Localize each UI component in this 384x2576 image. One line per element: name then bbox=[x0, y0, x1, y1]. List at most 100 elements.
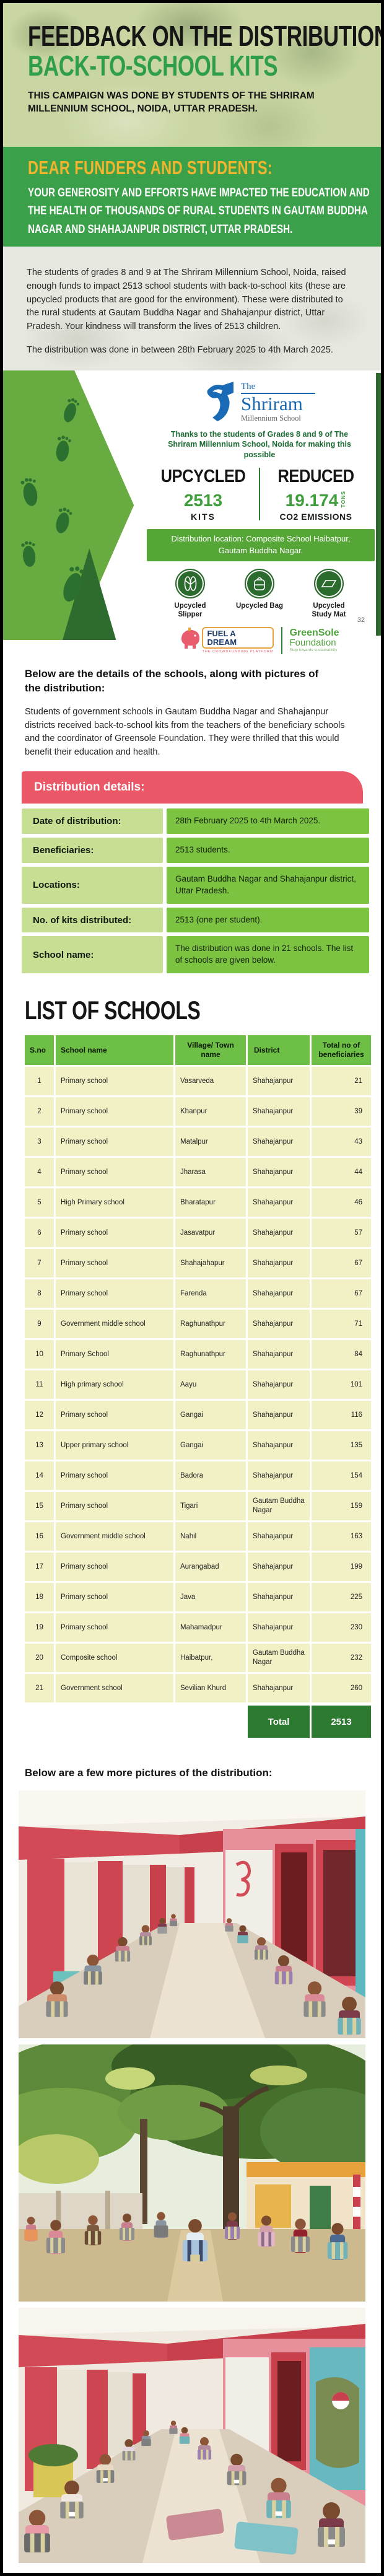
page-title: FEEDBACK ON THE DISTRIBUTION OF BACK-TO-… bbox=[28, 21, 381, 81]
details-paragraph: Students of government schools in Gautam… bbox=[25, 706, 345, 758]
cell-district: Shahajanpur bbox=[248, 1401, 310, 1430]
hero-section: FEEDBACK ON THE DISTRIBUTION OF BACK-TO-… bbox=[3, 3, 381, 147]
kit-study-mat: Upcycled Study Mat bbox=[302, 568, 356, 620]
cell-village: Sevilian Khurd bbox=[175, 1674, 246, 1703]
cell-beneficiaries: 159 bbox=[312, 1492, 371, 1521]
banner-heading: DEAR FUNDERS AND STUDENTS: bbox=[28, 157, 273, 178]
table-row: 18 Primary school Java Shahajanpur 225 bbox=[25, 1583, 371, 1612]
table-row: 20 Composite school Haibatpur, Gautam Bu… bbox=[25, 1644, 371, 1673]
hero-subtitle: THIS CAMPAIGN WAS DONE BY STUDENTS OF TH… bbox=[28, 90, 315, 114]
cell-beneficiaries: 116 bbox=[312, 1401, 371, 1430]
cell-beneficiaries: 57 bbox=[312, 1219, 371, 1248]
study-mat-icon bbox=[314, 568, 344, 598]
cell-sno: 20 bbox=[25, 1644, 54, 1673]
pictures-section: Below are a few more pictures of the dis… bbox=[3, 1740, 381, 2564]
cell-school-name: Primary school bbox=[56, 1613, 173, 1642]
cell-sno: 6 bbox=[25, 1219, 54, 1248]
cell-beneficiaries: 260 bbox=[312, 1674, 371, 1703]
detail-value: Gautam Buddha Nagar and Shahajanpur dist… bbox=[167, 866, 369, 904]
intro-paragraph-2: The distribution was done in between 28t… bbox=[27, 344, 333, 355]
cell-school-name: Primary school bbox=[56, 1249, 173, 1278]
list-of-schools-title: LIST OF SCHOOLS bbox=[25, 996, 201, 1025]
table-row: 10 Primary School Raghunathpur Shahajanp… bbox=[25, 1340, 371, 1369]
stats-divider bbox=[259, 468, 260, 521]
cell-village: Shahajahapur bbox=[175, 1249, 246, 1278]
list-of-schools-section: LIST OF SCHOOLS S.no School name Village… bbox=[3, 977, 381, 1738]
cell-sno: 1 bbox=[25, 1067, 54, 1096]
greensole-logo: GreenSole Foundation Step towards sustai… bbox=[289, 627, 339, 652]
slide-edge-bar bbox=[376, 373, 381, 636]
cell-sno: 11 bbox=[25, 1370, 54, 1400]
cell-village: Bharatapur bbox=[175, 1188, 246, 1217]
cell-village: Nahil bbox=[175, 1522, 246, 1551]
cell-beneficiaries: 43 bbox=[312, 1128, 371, 1157]
banner-body: YOUR GENEROSITY AND EFFORTS HAVE IMPACTE… bbox=[28, 186, 370, 236]
cell-school-name: Primary school bbox=[56, 1067, 173, 1096]
cell-beneficiaries: 154 bbox=[312, 1461, 371, 1491]
cell-beneficiaries: 163 bbox=[312, 1522, 371, 1551]
cell-beneficiaries: 232 bbox=[312, 1644, 371, 1673]
cell-village: Gangai bbox=[175, 1401, 246, 1430]
detail-label: Beneficiaries: bbox=[22, 837, 163, 863]
cell-village: Matalpur bbox=[175, 1128, 246, 1157]
cell-sno: 7 bbox=[25, 1249, 54, 1278]
col-school-name: School name bbox=[56, 1035, 173, 1066]
cell-district: Shahajanpur bbox=[248, 1522, 310, 1551]
table-row: 7 Primary school Shahajahapur Shahajanpu… bbox=[25, 1249, 371, 1278]
cell-district: Shahajanpur bbox=[248, 1128, 310, 1157]
cell-district: Shahajanpur bbox=[248, 1097, 310, 1126]
cell-beneficiaries: 225 bbox=[312, 1583, 371, 1612]
cell-school-name: Upper primary school bbox=[56, 1431, 173, 1460]
table-row: 14 Primary school Badora Shahajanpur 154 bbox=[25, 1461, 371, 1491]
cell-school-name: Government middle school bbox=[56, 1310, 173, 1339]
slipper-icon bbox=[175, 568, 205, 598]
partner-logos: FUEL A DREAM THE CROWDFUNDING PLATFORM Gr… bbox=[144, 626, 375, 654]
logo-text-the: The bbox=[241, 382, 315, 394]
cell-village: Raghunathpur bbox=[175, 1340, 246, 1369]
cell-district: Shahajanpur bbox=[248, 1219, 310, 1248]
cell-village: Haibatpur, bbox=[175, 1644, 246, 1673]
cell-school-name: High Primary school bbox=[56, 1188, 173, 1217]
cell-district: Shahajanpur bbox=[248, 1249, 310, 1278]
cell-sno: 21 bbox=[25, 1674, 54, 1703]
partner-separator bbox=[281, 626, 282, 654]
cell-school-name: Primary school bbox=[56, 1128, 173, 1157]
footprints-arrow-graphic bbox=[3, 370, 152, 640]
table-row: 15 Primary school Tigari Gautam Buddha N… bbox=[25, 1492, 371, 1521]
cell-village: Java bbox=[175, 1583, 246, 1612]
distribution-details-table: Date of distribution: 28th February 2025… bbox=[22, 808, 369, 974]
detail-label: School name: bbox=[22, 936, 163, 974]
cell-village: Badora bbox=[175, 1461, 246, 1491]
table-row: 12 Primary school Gangai Shahajanpur 116 bbox=[25, 1401, 371, 1430]
cell-district: Shahajanpur bbox=[248, 1370, 310, 1400]
cell-district: Shahajanpur bbox=[248, 1553, 310, 1582]
cell-sno: 2 bbox=[25, 1097, 54, 1126]
page-number: 32 bbox=[357, 616, 365, 624]
cell-beneficiaries: 39 bbox=[312, 1097, 371, 1126]
detail-value: 28th February 2025 to 4th March 2025. bbox=[167, 808, 369, 834]
thanks-note: Thanks to the students of Grades 8 and 9… bbox=[168, 429, 351, 460]
cell-beneficiaries: 21 bbox=[312, 1067, 371, 1096]
col-sno: S.no bbox=[25, 1035, 54, 1066]
intro-paragraph-1: The students of grades 8 and 9 at The Sh… bbox=[27, 268, 346, 331]
distribution-photo-yard bbox=[19, 2044, 365, 2302]
cell-district: Shahajanpur bbox=[248, 1188, 310, 1217]
distribution-details-row: Date of distribution: 28th February 2025… bbox=[22, 808, 369, 834]
cell-sno: 17 bbox=[25, 1553, 54, 1582]
cell-sno: 13 bbox=[25, 1431, 54, 1460]
pictures-heading: Below are a few more pictures of the dis… bbox=[25, 1767, 273, 1779]
reduced-stat: REDUCED 19.174 TONS CO2 EMISSIONS bbox=[277, 467, 354, 522]
distribution-details-row: Beneficiaries: 2513 students. bbox=[22, 837, 369, 863]
funders-banner: DEAR FUNDERS AND STUDENTS: YOUR GENEROSI… bbox=[3, 147, 381, 247]
cell-school-name: Primary school bbox=[56, 1219, 173, 1248]
detail-label: Date of distribution: bbox=[22, 808, 163, 834]
distribution-details-row: School name: The distribution was done i… bbox=[22, 936, 369, 974]
col-beneficiaries: Total no of beneficiaries bbox=[312, 1035, 371, 1066]
cell-village: Gangai bbox=[175, 1431, 246, 1460]
table-row: 17 Primary school Aurangabad Shahajanpur… bbox=[25, 1553, 371, 1582]
cell-village: Farenda bbox=[175, 1279, 246, 1308]
cell-school-name: Primary School bbox=[56, 1340, 173, 1369]
cell-sno: 4 bbox=[25, 1158, 54, 1187]
cell-school-name: High primary school bbox=[56, 1370, 173, 1400]
cell-sno: 18 bbox=[25, 1583, 54, 1612]
